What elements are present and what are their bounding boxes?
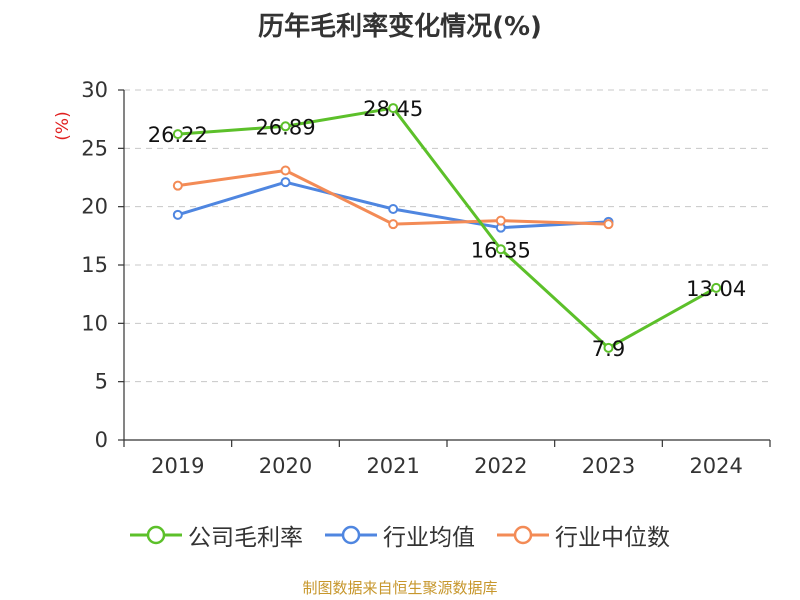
axes: 0 5 10 15 20 25 30 2019 2020 2021 2022 2023 2024	[81, 78, 771, 478]
y-tick-label: 20	[81, 195, 108, 219]
legend-swatch	[497, 525, 549, 545]
data-point[interactable]	[388, 219, 399, 230]
y-axis-label: (%)	[53, 111, 73, 140]
x-tick-label: 2019	[151, 454, 204, 478]
series-lines	[172, 103, 722, 353]
data-point[interactable]	[388, 204, 399, 214]
data-point[interactable]	[388, 103, 399, 114]
legend-swatch	[325, 525, 377, 545]
data-label: 16.35	[471, 238, 531, 262]
x-tick-label: 2020	[259, 454, 312, 478]
y-tick-label: 15	[81, 253, 108, 277]
y-tick-label: 10	[81, 311, 108, 335]
x-tick-label: 2024	[689, 454, 742, 478]
legend-item-0[interactable]: 公司毛利率	[130, 518, 303, 552]
y-tick-label: 30	[81, 78, 108, 102]
legend-item-2[interactable]: 行业中位数	[497, 518, 670, 552]
x-tick-label: 2022	[474, 454, 527, 478]
data-point[interactable]	[495, 215, 506, 226]
source-note: 制图数据来自恒生聚源数据库	[302, 579, 498, 597]
legend-label: 行业均值	[383, 525, 475, 551]
data-point[interactable]	[280, 121, 291, 132]
data-point[interactable]	[280, 165, 291, 176]
legend-item-1[interactable]: 行业均值	[325, 518, 475, 552]
y-tick-label: 0	[95, 428, 108, 452]
legend-label: 公司毛利率	[188, 525, 303, 551]
data-point[interactable]	[172, 129, 183, 140]
data-labels: 26.22 26.89 28.45 16.35 7.9 13.04	[148, 97, 746, 361]
gridlines	[124, 89, 770, 383]
legend-swatch	[130, 525, 182, 545]
data-label: 7.9	[592, 337, 625, 361]
y-tick-label: 25	[81, 136, 108, 160]
data-label: 28.45	[363, 97, 423, 121]
data-point[interactable]	[603, 342, 614, 353]
data-point[interactable]	[280, 177, 291, 188]
legend: 公司毛利率 行业均值 行业中位数	[0, 518, 800, 552]
data-point[interactable]	[172, 209, 183, 220]
data-point[interactable]	[495, 244, 506, 255]
legend-label: 行业中位数	[555, 525, 670, 551]
chart-title: 历年毛利率变化情况(%)	[258, 12, 542, 42]
series-line-2	[177, 169, 609, 226]
data-label: 13.04	[686, 277, 746, 301]
x-tick-label: 2021	[366, 454, 419, 478]
data-point[interactable]	[711, 282, 722, 293]
data-label: 26.22	[148, 123, 208, 147]
data-point[interactable]	[172, 180, 183, 191]
y-tick-label: 5	[95, 370, 108, 394]
x-tick-label: 2023	[582, 454, 635, 478]
data-label: 26.89	[255, 115, 315, 139]
data-point[interactable]	[603, 219, 614, 230]
series-line-0	[177, 106, 717, 350]
